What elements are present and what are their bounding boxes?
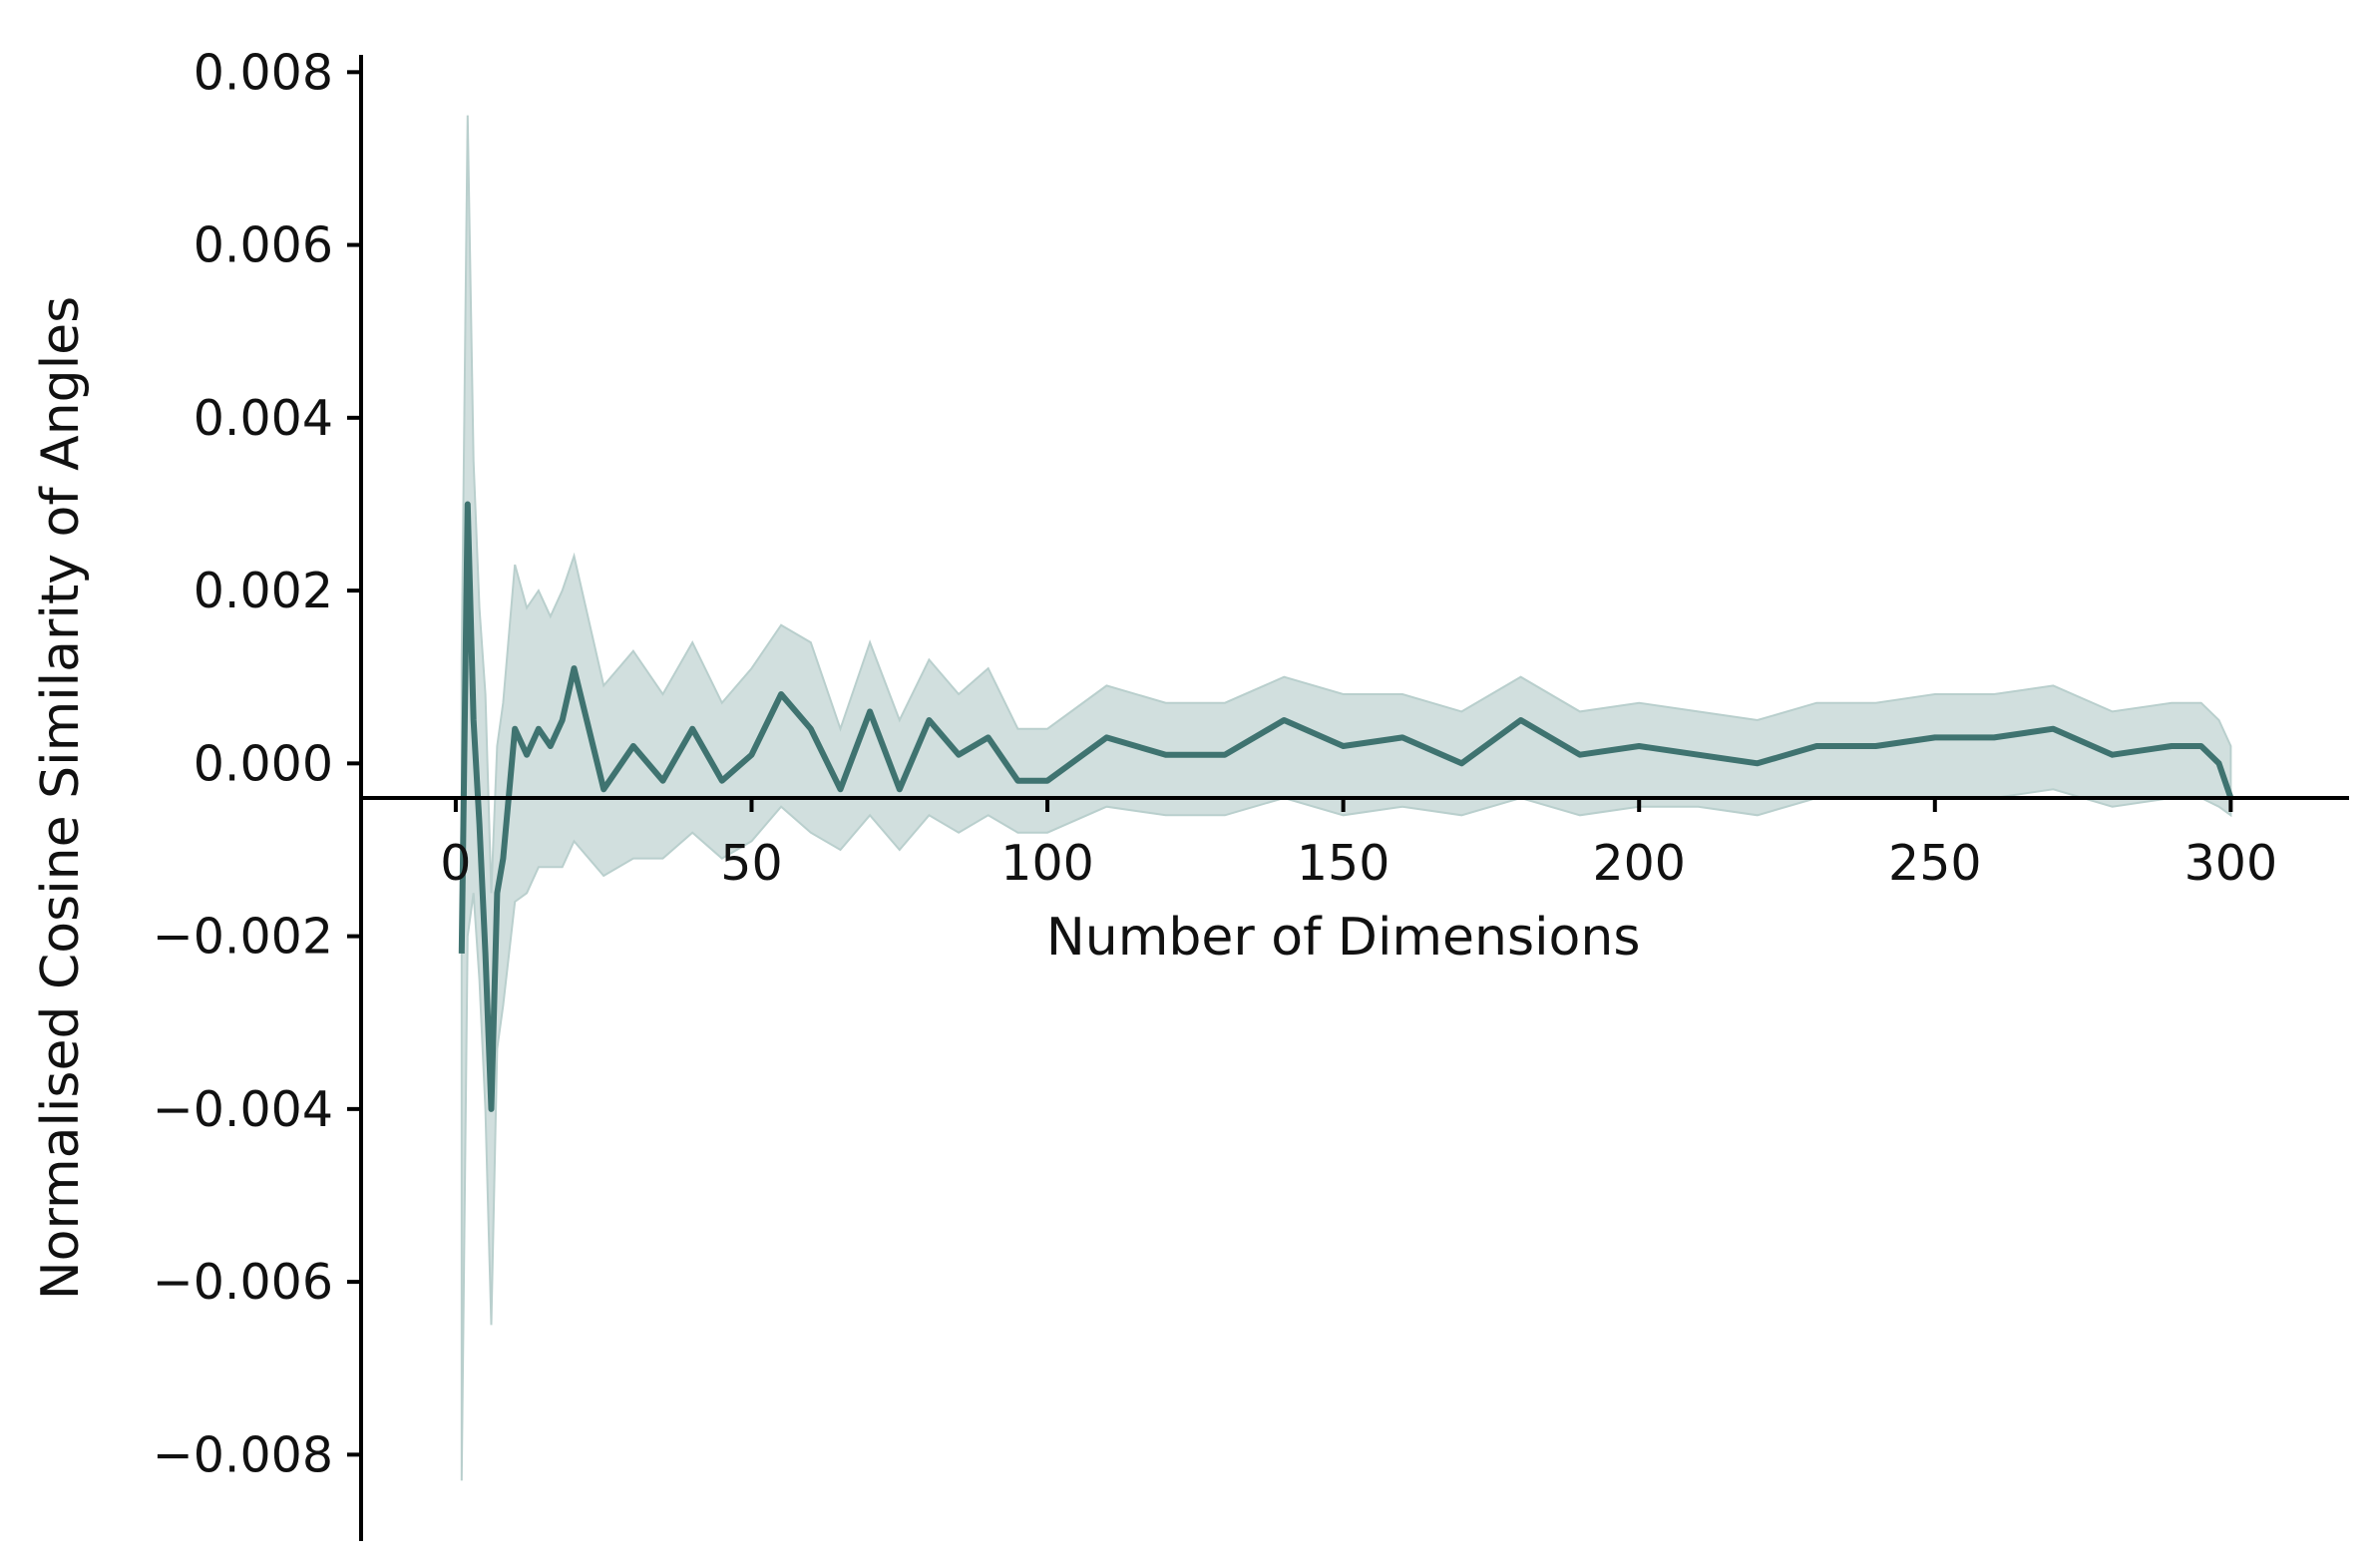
y-axis-ticks: 0.008 0.006 0.004 0.002 0.000 −0.002 −0.004 −0.… bbox=[153, 44, 361, 1483]
x-tick-label: 50 bbox=[720, 835, 782, 892]
y-tick-label: 0.002 bbox=[194, 563, 333, 619]
x-tick-label: 200 bbox=[1592, 835, 1686, 892]
x-axis-title: Number of Dimensions bbox=[1046, 908, 1641, 968]
x-tick-label: 300 bbox=[2184, 835, 2278, 892]
y-tick-label: 0.008 bbox=[194, 44, 333, 101]
y-tick-label: −0.008 bbox=[153, 1426, 333, 1483]
x-tick-label: 250 bbox=[1888, 835, 1982, 892]
y-tick-label: 0.000 bbox=[194, 735, 333, 792]
y-tick-label: −0.006 bbox=[153, 1254, 333, 1311]
y-tick-label: 0.006 bbox=[194, 217, 333, 274]
y-tick-label: −0.002 bbox=[153, 909, 333, 966]
x-axis-ticks: 0 50 100 150 200 250 300 bbox=[440, 798, 2277, 892]
y-axis-title: Normalised Cosine Similarity of Angles bbox=[31, 296, 91, 1300]
x-tick-label: 0 bbox=[440, 835, 471, 892]
y-tick-label: −0.004 bbox=[153, 1081, 333, 1138]
x-tick-label: 100 bbox=[1000, 835, 1094, 892]
x-tick-label: 150 bbox=[1297, 835, 1390, 892]
mean-line bbox=[458, 501, 2234, 1112]
y-tick-label: 0.004 bbox=[194, 390, 333, 447]
